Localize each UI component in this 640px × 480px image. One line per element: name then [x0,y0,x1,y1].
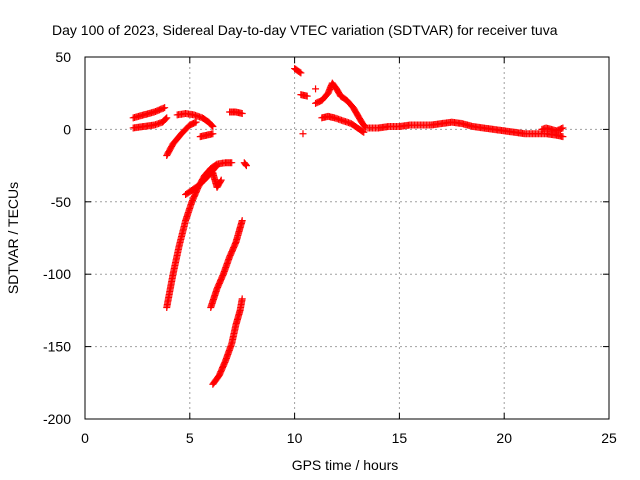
data-point [361,123,369,131]
series-arc-j [209,169,225,191]
series-arc-q [312,79,370,132]
data-point [209,130,217,138]
data-point [559,124,567,132]
data-point [161,104,169,112]
x-tick-label: 5 [186,430,194,446]
series-arc-f [226,108,246,117]
data-point [299,130,307,138]
data-point [312,85,320,93]
series-arc-a [129,104,169,122]
data-point [303,92,311,100]
data-point [238,109,246,117]
series-arc-t [538,124,567,135]
y-tick-label: -150 [43,339,71,355]
series-arc-m [291,65,305,77]
series-arc-k [207,217,246,312]
data-point [163,114,171,122]
series-arc-s [364,118,567,141]
chart-title: Day 100 of 2023, Sidereal Day-to-day VTE… [52,22,558,38]
data-point [296,68,304,76]
x-tick-label: 20 [496,430,512,446]
y-tick-label: -200 [43,411,71,427]
data-point [359,128,367,136]
data-point [242,162,250,170]
series-arc-l [209,295,246,388]
series-arc-c [163,118,200,159]
data-point [209,123,217,131]
series-arc-d [173,109,217,131]
data-point [208,122,216,130]
x-tick-label: 15 [392,430,408,446]
data-point [238,217,246,225]
data-point [228,159,236,167]
axis-ticks [84,56,610,420]
plot-frame [84,56,610,420]
y-tick-label: 0 [63,121,71,137]
y-tick-label: -50 [51,194,71,210]
x-tick-label: 10 [287,430,303,446]
x-tick-label: 0 [81,430,89,446]
series-arc-p [312,85,320,93]
data-point [192,118,200,126]
y-tick-label: 50 [55,49,71,65]
series-arc-b [129,114,171,132]
data-point [213,162,221,170]
data-point [242,161,250,169]
series-arc-g [240,159,250,170]
y-tick-label: -100 [43,266,71,282]
data-point [212,163,220,171]
data-point [238,295,246,303]
data-point [297,69,305,77]
data-point [559,133,567,141]
data-point [217,177,225,185]
series-arc-o [299,130,307,138]
data-points [129,65,567,388]
data-point [162,115,170,123]
series-arc-r [318,112,368,136]
grid-lines [85,57,609,419]
x-axis-label: GPS time / hours [292,457,399,473]
tick-labels: 0 5 10 15 20 25 -200 -150 -100 -50 0 50 [43,49,617,446]
data-point [217,176,225,184]
x-tick-label: 25 [601,430,617,446]
series-arc-h [163,159,236,312]
series-arc-e [196,130,217,141]
data-point [360,128,368,136]
y-axis-label: SDTVAR / TECUs [5,182,21,294]
series-arc-n [297,91,311,100]
